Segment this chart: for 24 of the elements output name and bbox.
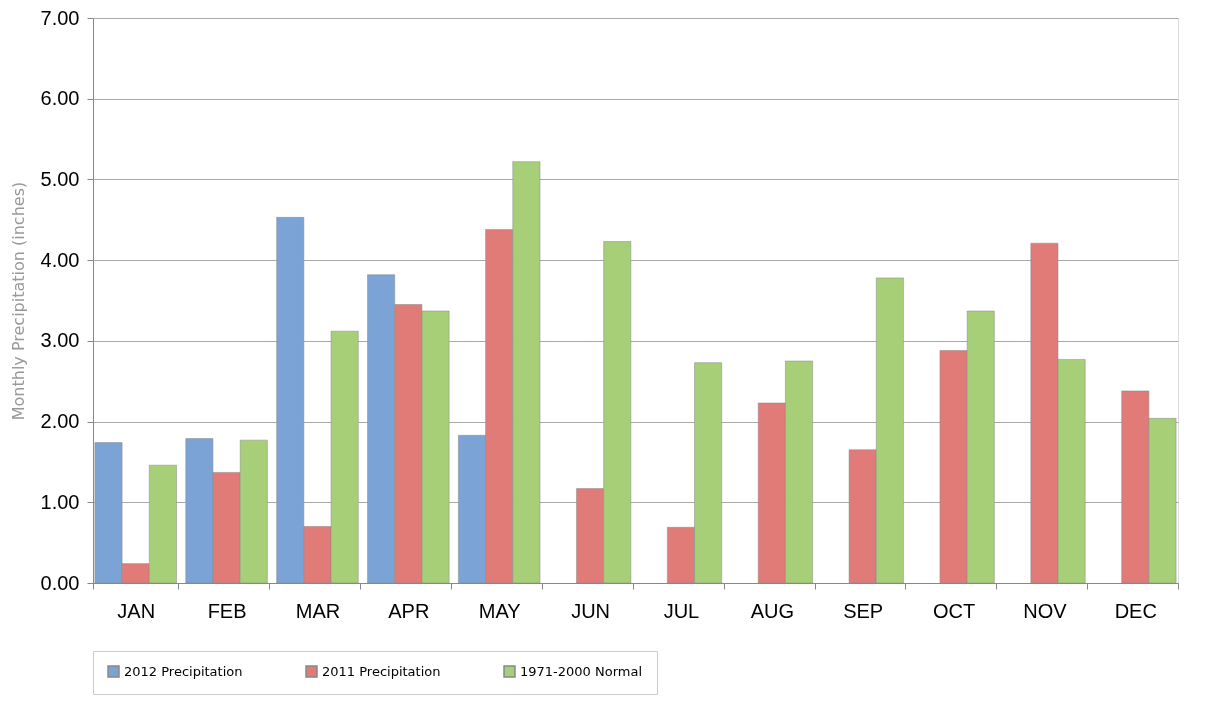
y-tick-label: 1.00 bbox=[40, 490, 80, 513]
legend-label: 2012 Precipitation bbox=[124, 663, 243, 679]
y-tick-label: 2.00 bbox=[40, 410, 80, 433]
x-tick-label: DEC bbox=[1114, 599, 1157, 622]
x-tick-label: MAY bbox=[478, 599, 521, 622]
x-tick-label: AUG bbox=[750, 599, 794, 622]
x-tick-label: APR bbox=[388, 599, 430, 622]
x-tick-label: JUN bbox=[571, 599, 611, 622]
y-tick-label: 4.00 bbox=[40, 248, 80, 271]
y-tick-label: 6.00 bbox=[40, 87, 80, 110]
x-tick-label: MAR bbox=[295, 599, 341, 622]
x-tick-label: FEB bbox=[207, 599, 247, 622]
legend-label: 1971-2000 Normal bbox=[520, 663, 643, 679]
x-tick-label: JUL bbox=[663, 599, 700, 622]
y-tick-label: 7.00 bbox=[40, 6, 80, 29]
x-tick-label: JAN bbox=[117, 599, 156, 622]
x-tick-label: NOV bbox=[1023, 599, 1068, 622]
y-tick-label: 0.00 bbox=[40, 571, 80, 594]
x-tick-label: SEP bbox=[843, 599, 884, 622]
legend-label: 2011 Precipitation bbox=[322, 663, 441, 679]
y-axis-title: Monthly Precipitation (inches) bbox=[8, 181, 28, 421]
x-tick-label: OCT bbox=[932, 599, 976, 622]
y-tick-label: 3.00 bbox=[40, 329, 80, 352]
y-tick-label: 5.00 bbox=[40, 167, 80, 190]
